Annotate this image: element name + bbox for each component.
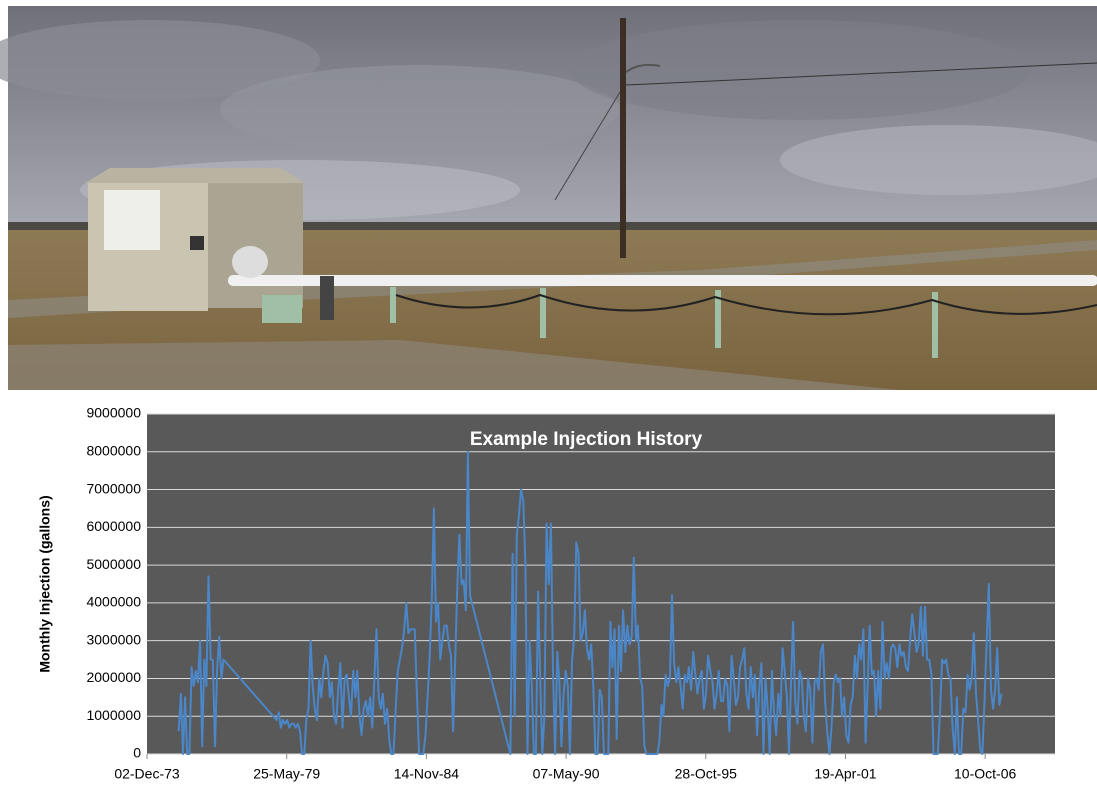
x-tick-label: 10-Oct-06 <box>954 766 1016 782</box>
y-tick-label: 5000000 <box>86 556 141 572</box>
y-tick-label: 6000000 <box>86 518 141 534</box>
x-tick-label: 02-Dec-73 <box>114 766 180 782</box>
x-tick-label: 28-Oct-95 <box>675 766 737 782</box>
photo <box>0 6 1097 390</box>
marks <box>177 450 1003 755</box>
y-tick-label: 0 <box>133 745 141 761</box>
x-tick-label: 19-Apr-01 <box>814 766 876 782</box>
y-tick-label: 9000000 <box>86 405 141 421</box>
x-tick-label: 14-Nov-84 <box>394 766 460 782</box>
y-tick-label: 2000000 <box>86 669 141 685</box>
y-tick-label: 4000000 <box>86 594 141 610</box>
y-tick-label: 8000000 <box>86 442 141 458</box>
chart-title: Example Injection History <box>470 429 703 450</box>
plot-area <box>147 414 1055 754</box>
y-tick-label: 3000000 <box>86 631 141 647</box>
x-tick-label: 07-May-90 <box>533 766 600 782</box>
y-tick-label: 7000000 <box>86 480 141 496</box>
data-line <box>177 450 1003 755</box>
y-axis-label: Monthly Injection (gallons) <box>37 495 53 672</box>
x-tick-label: 25-May-79 <box>253 766 320 782</box>
grid <box>146 413 1055 759</box>
y-tick-label: 1000000 <box>86 707 141 723</box>
